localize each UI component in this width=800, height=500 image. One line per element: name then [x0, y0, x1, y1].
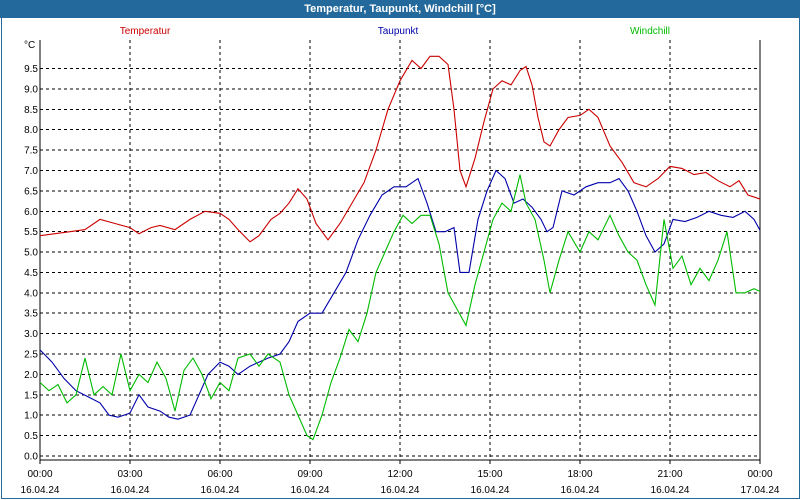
chart-title: Temperatur, Taupunkt, Windchill [°C]	[0, 0, 800, 18]
y-tick-label: 0.5	[24, 431, 38, 442]
tick-labels: 0.0 0.5 1.0 1.5 2.0 2.5 3.0 3.5 4.0 4.5 5.0 5.5 6.0 6…	[21, 40, 780, 496]
x-tick-date: 16.04.24	[291, 485, 330, 496]
y-tick-label: 6.5	[24, 186, 38, 197]
y-tick-label: 5.5	[24, 227, 38, 238]
x-tick-time: 12:00	[387, 469, 412, 480]
legend-windchill: Windchill	[630, 26, 670, 37]
x-tick-time: 00:00	[747, 469, 772, 480]
y-tick-label: 2.0	[24, 370, 38, 381]
x-tick-date: 16.04.24	[471, 485, 510, 496]
x-tick-date: 16.04.24	[381, 485, 420, 496]
y-tick-label: 1.5	[24, 390, 38, 401]
axes	[39, 40, 761, 464]
y-tick-label: 1.0	[24, 411, 38, 422]
y-tick-label: 2.5	[24, 349, 38, 360]
x-tick-date: 17.04.24	[741, 485, 780, 496]
x-tick-time: 21:00	[657, 469, 682, 480]
x-tick-time: 15:00	[477, 469, 502, 480]
grid-lines	[40, 40, 760, 460]
y-tick-label: 3.0	[24, 329, 38, 340]
x-tick-date: 16.04.24	[561, 485, 600, 496]
legend-temperatur: Temperatur	[120, 26, 171, 37]
series-line-temperatur	[40, 55, 760, 243]
legend: Temperatur Taupunkt Windchill	[120, 26, 670, 37]
y-tick-label: 9.5	[24, 64, 38, 75]
y-tick-label: 7.5	[24, 146, 38, 157]
series-lines	[40, 55, 760, 441]
x-tick-time: 18:00	[567, 469, 592, 480]
y-tick-label: 8.5	[24, 105, 38, 116]
x-tick-date: 16.04.24	[111, 485, 150, 496]
x-tick-time: 00:00	[27, 469, 52, 480]
x-tick-date: 16.04.24	[21, 485, 60, 496]
x-tick-time: 09:00	[297, 469, 322, 480]
legend-taupunkt: Taupunkt	[378, 26, 419, 37]
y-tick-label: 5.0	[24, 248, 38, 259]
y-tick-label: 0.0	[24, 451, 38, 462]
y-tick-label: 9.0	[24, 84, 38, 95]
x-tick-time: 03:00	[117, 469, 142, 480]
y-tick-label: 3.5	[24, 309, 38, 320]
series-line-windchill	[40, 174, 760, 441]
y-tick-label: 6.0	[24, 207, 38, 218]
y-tick-label: 4.5	[24, 268, 38, 279]
x-tick-time: 06:00	[207, 469, 232, 480]
series-line-taupunkt	[40, 169, 760, 420]
y-tick-label: 7.0	[24, 166, 38, 177]
y-tick-label: 8.0	[24, 125, 38, 136]
x-tick-date: 16.04.24	[651, 485, 690, 496]
y-axis-label: °C	[24, 40, 35, 51]
x-tick-date: 16.04.24	[201, 485, 240, 496]
y-tick-label: 4.0	[24, 288, 38, 299]
